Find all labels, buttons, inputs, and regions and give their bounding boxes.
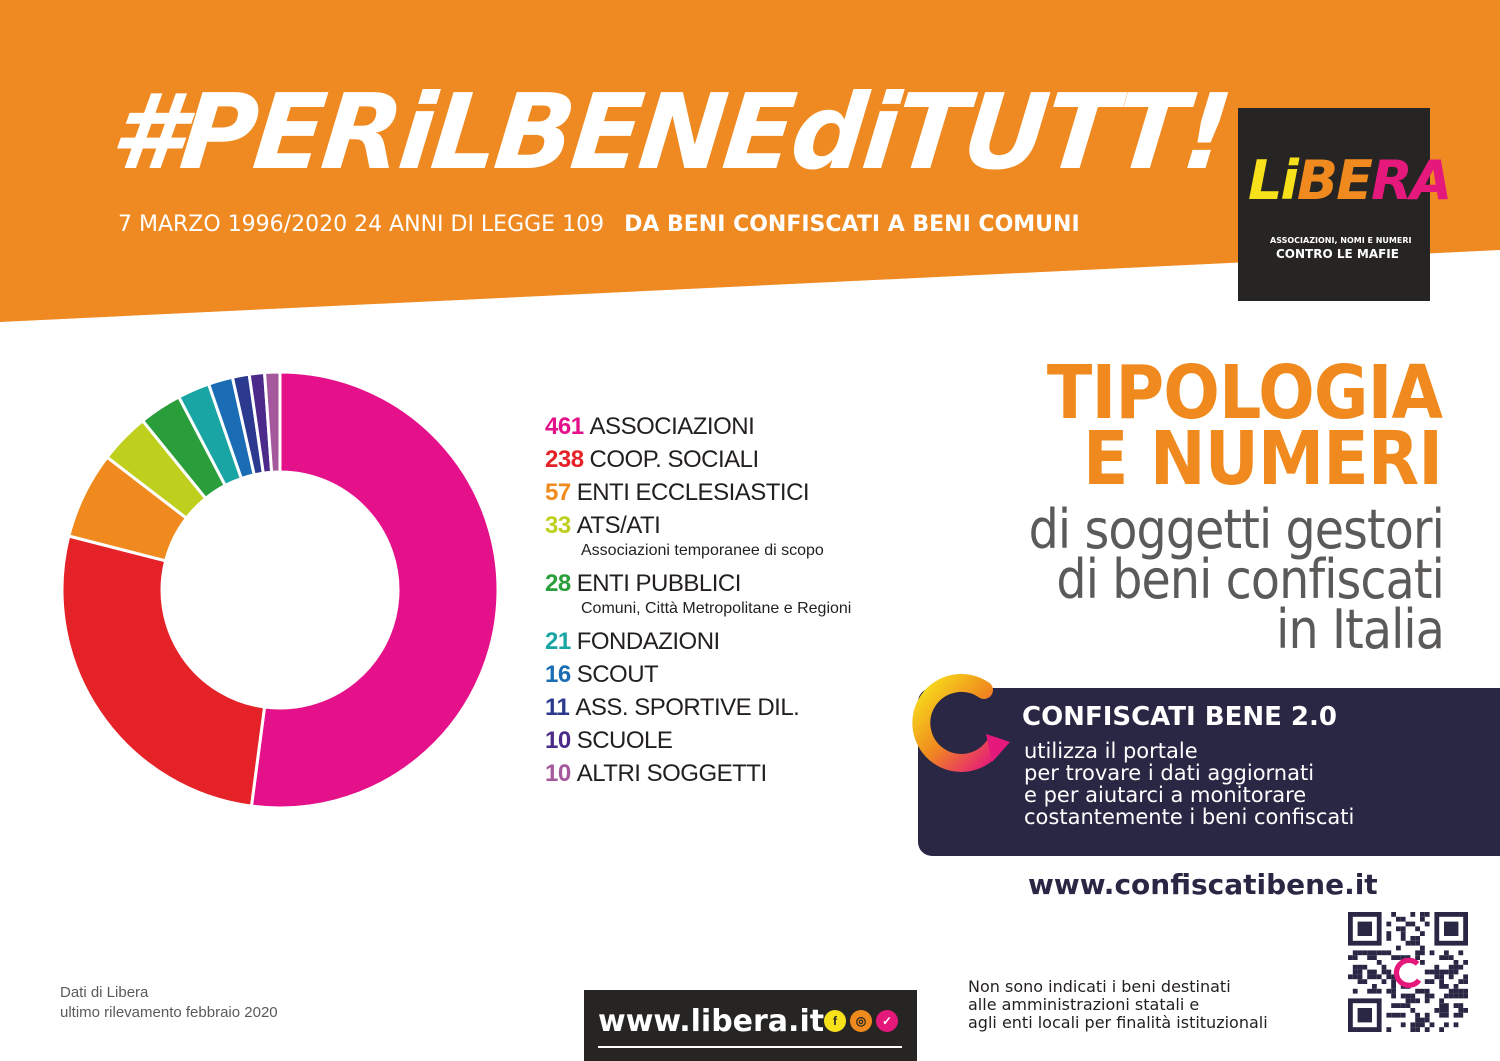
libera-url-link[interactable]: www.libera.it [598,1004,825,1039]
legend-label: ATS/ATI [576,512,661,539]
twitter-icon[interactable]: ✓ [876,1010,898,1032]
heading-line-1: TIPOLOGIA [1046,350,1443,436]
legend-value: 28 [545,570,571,597]
legend-item: 21 FONDAZIONI [545,627,720,657]
wordmark-part3: RA [1370,149,1452,212]
header-subtitle: 7 MARZO 1996/2020 24 ANNI DI LEGGE 109 DA… [118,210,1080,240]
heading-line-3: di soggetti gestori [1028,498,1445,561]
qr-code-icon [1348,912,1468,1032]
donut-slice-associazioni [249,370,500,810]
legend-value: 10 [545,760,571,787]
legend-label: COOP. SOCIALI [589,446,760,473]
legend-label: ASS. SPORTIVE DIL. [575,694,800,721]
confiscatibene-promo-box: CONFISCATI BENE 2.0 utilizza il portale … [918,688,1500,856]
legend-value: 238 [545,446,584,473]
legend-value: 11 [545,694,570,721]
confiscatibene-logo-icon [912,673,1010,772]
legend-value: 461 [545,413,584,440]
legend-label: ALTRI SOGGETTI [576,760,767,787]
legend-value: 57 [545,479,571,506]
heading-line-2: E NUMERI [1082,416,1443,502]
legend-item: 16 SCOUT [545,660,659,690]
promo-line-3: e per aiutarci a monitorare [1024,783,1307,807]
footnote-line-1: Non sono indicati i beni destinati [968,977,1231,996]
heading-line-4: di beni confiscati [1056,548,1444,611]
legend-item: 10 ALTRI SOGGETTI [545,759,767,789]
promo-line-2: per trovare i dati aggiornati [1024,761,1315,785]
legend-label: SCUOLE [576,727,673,754]
legend-note: Comuni, Città Metropolitane e Regioni [581,600,852,617]
promo-title: CONFISCATI BENE 2.0 [1022,702,1337,732]
credit-line-2: ultimo rilevamento febbraio 2020 [60,1004,278,1021]
legend-label: ENTI PUBBLICI [576,570,742,597]
promo-line-1: utilizza il portale [1024,739,1198,763]
legend-label: ENTI ECCLESIASTICI [576,479,810,506]
legend-value: 16 [545,661,571,688]
confiscatibene-url-link[interactable]: www.confiscatibene.it [1028,868,1378,901]
legend-item: 33 ATS/ATI [545,511,661,541]
credit-line-1: Dati di Libera [60,984,149,1001]
instagram-icon[interactable]: ◎ [850,1010,872,1032]
libera-logo: LiBERA ASSOCIAZIONI, NOMI E NUMERI CONTR… [1238,108,1452,301]
footnote-line-3: agli enti locali per finalità istituzion… [968,1013,1268,1032]
legend-item: 11 ASS. SPORTIVE DIL. [545,693,800,723]
libera-box-underline [598,1046,902,1048]
subtitle-date: 7 MARZO 1996/2020 24 ANNI DI LEGGE 109 [118,212,605,237]
libera-web-box: www.libera.it f ◎ ✓ [584,990,917,1061]
footnote: Non sono indicati i beni destinati alle … [968,978,1268,1032]
libera-wordmark: LiBERA [1248,146,1452,216]
heading-subline: di soggetti gestori di beni confiscati i… [1028,498,1445,661]
legend-value: 33 [545,512,571,539]
legend-note: Associazioni temporanee di scopo [581,542,824,559]
donut-slice-coop-sociali [60,534,267,808]
wordmark-part2: BE [1296,149,1373,212]
donut-slice-altri-soggetti [262,370,282,474]
hashtag-title: #PERiLBENEdiTUTT! [105,71,1235,193]
legend-value: 10 [545,727,571,754]
wordmark-part1: Li [1248,149,1299,212]
promo-text: utilizza il portale per trovare i dati a… [1024,740,1354,828]
legend-value: 21 [545,628,571,655]
legend-item: 238 COOP. SOCIALI [545,445,759,475]
legend-label: ASSOCIAZIONI [589,413,755,440]
legend-item: 461 ASSOCIAZIONI [545,412,755,442]
subtitle-bold: DA BENI CONFISCATI A BENI COMUNI [624,212,1080,237]
legend-item: 10 SCUOLE [545,726,673,756]
legend-label: FONDAZIONI [576,628,721,655]
donut-chart [60,370,500,810]
legend-item: 57 ENTI ECCLESIASTICI [545,478,810,508]
logo-tagline-1: ASSOCIAZIONI, NOMI E NUMERI [1270,236,1412,245]
legend-item: 28 ENTI PUBBLICI [545,569,741,599]
facebook-icon[interactable]: f [824,1010,846,1032]
footnote-line-2: alle amministrazioni statali e [968,995,1200,1014]
promo-line-4: costantemente i beni confiscati [1024,805,1355,829]
heading-line-5: in Italia [1276,598,1445,661]
heading-tipologia: TIPOLOGIA E NUMERI [1046,350,1443,502]
header-banner [0,0,1500,322]
logo-tagline-2: CONTRO LE MAFIE [1276,247,1399,261]
legend-label: SCOUT [576,661,659,688]
